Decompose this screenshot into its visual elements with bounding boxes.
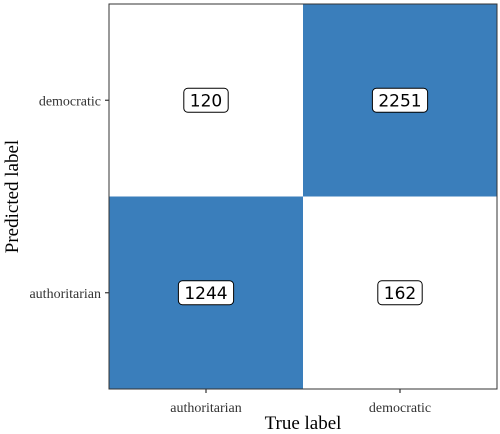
y-axis-title: Predicted label: [2, 140, 23, 253]
panel-border: [108, 3, 498, 390]
cell-value-label: 2251: [371, 87, 429, 113]
x-axis-title: True label: [265, 413, 342, 434]
x-axis-tick-label: democratic: [369, 401, 431, 416]
y-axis-tick-label: democratic: [39, 94, 101, 109]
cell-value-text: 162: [384, 284, 416, 304]
cell-value-text: 2251: [378, 91, 421, 111]
cell-value-label-box: [377, 280, 423, 306]
cell-value-label: 162: [377, 280, 423, 306]
cell-value-label-box: [371, 87, 429, 113]
x-axis-tick-labels: authoritarian democratic: [170, 401, 431, 416]
y-axis-tick-labels: authoritarian democratic: [29, 94, 101, 302]
cell-value-label-box: [183, 87, 229, 113]
x-axis-tick-label: authoritarian: [170, 401, 242, 416]
cell-value-labels: 120 2251 1244 162: [177, 87, 429, 306]
axis-ticks: [105, 99, 401, 393]
heatmap-cells: [109, 4, 497, 389]
y-axis-tick-label: authoritarian: [29, 287, 101, 302]
cell-value-text: 1244: [184, 284, 227, 304]
cell-value-label: 1244: [177, 280, 235, 306]
cell-value-label: 120: [183, 87, 229, 113]
cell-value-text: 120: [190, 91, 222, 111]
cell-value-label-box: [177, 280, 235, 306]
